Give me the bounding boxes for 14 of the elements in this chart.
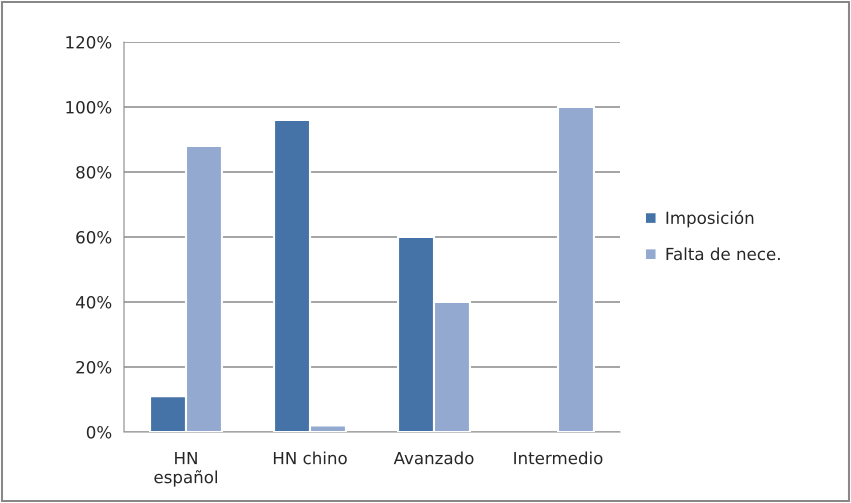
y-tick-label: 40% (76, 296, 112, 309)
y-tick-label: 20% (76, 360, 112, 374)
y-tick-label: 120% (66, 36, 112, 49)
y-tick-label: 80% (76, 166, 112, 179)
y-tick-label: 100% (66, 100, 112, 114)
x-tick-label: HN español (154, 452, 217, 487)
bar (556, 106, 596, 432)
legend-label: Imposición (666, 210, 754, 228)
x-tick-label: Intermedio (514, 451, 602, 464)
x-tick-label: Avanzado (394, 451, 474, 464)
x-tick-label: HN chino (274, 451, 347, 464)
y-tick-label: 60% (76, 230, 112, 244)
legend-label: Falta de nece. (666, 247, 780, 260)
y-tick-label: 0% (86, 426, 112, 439)
